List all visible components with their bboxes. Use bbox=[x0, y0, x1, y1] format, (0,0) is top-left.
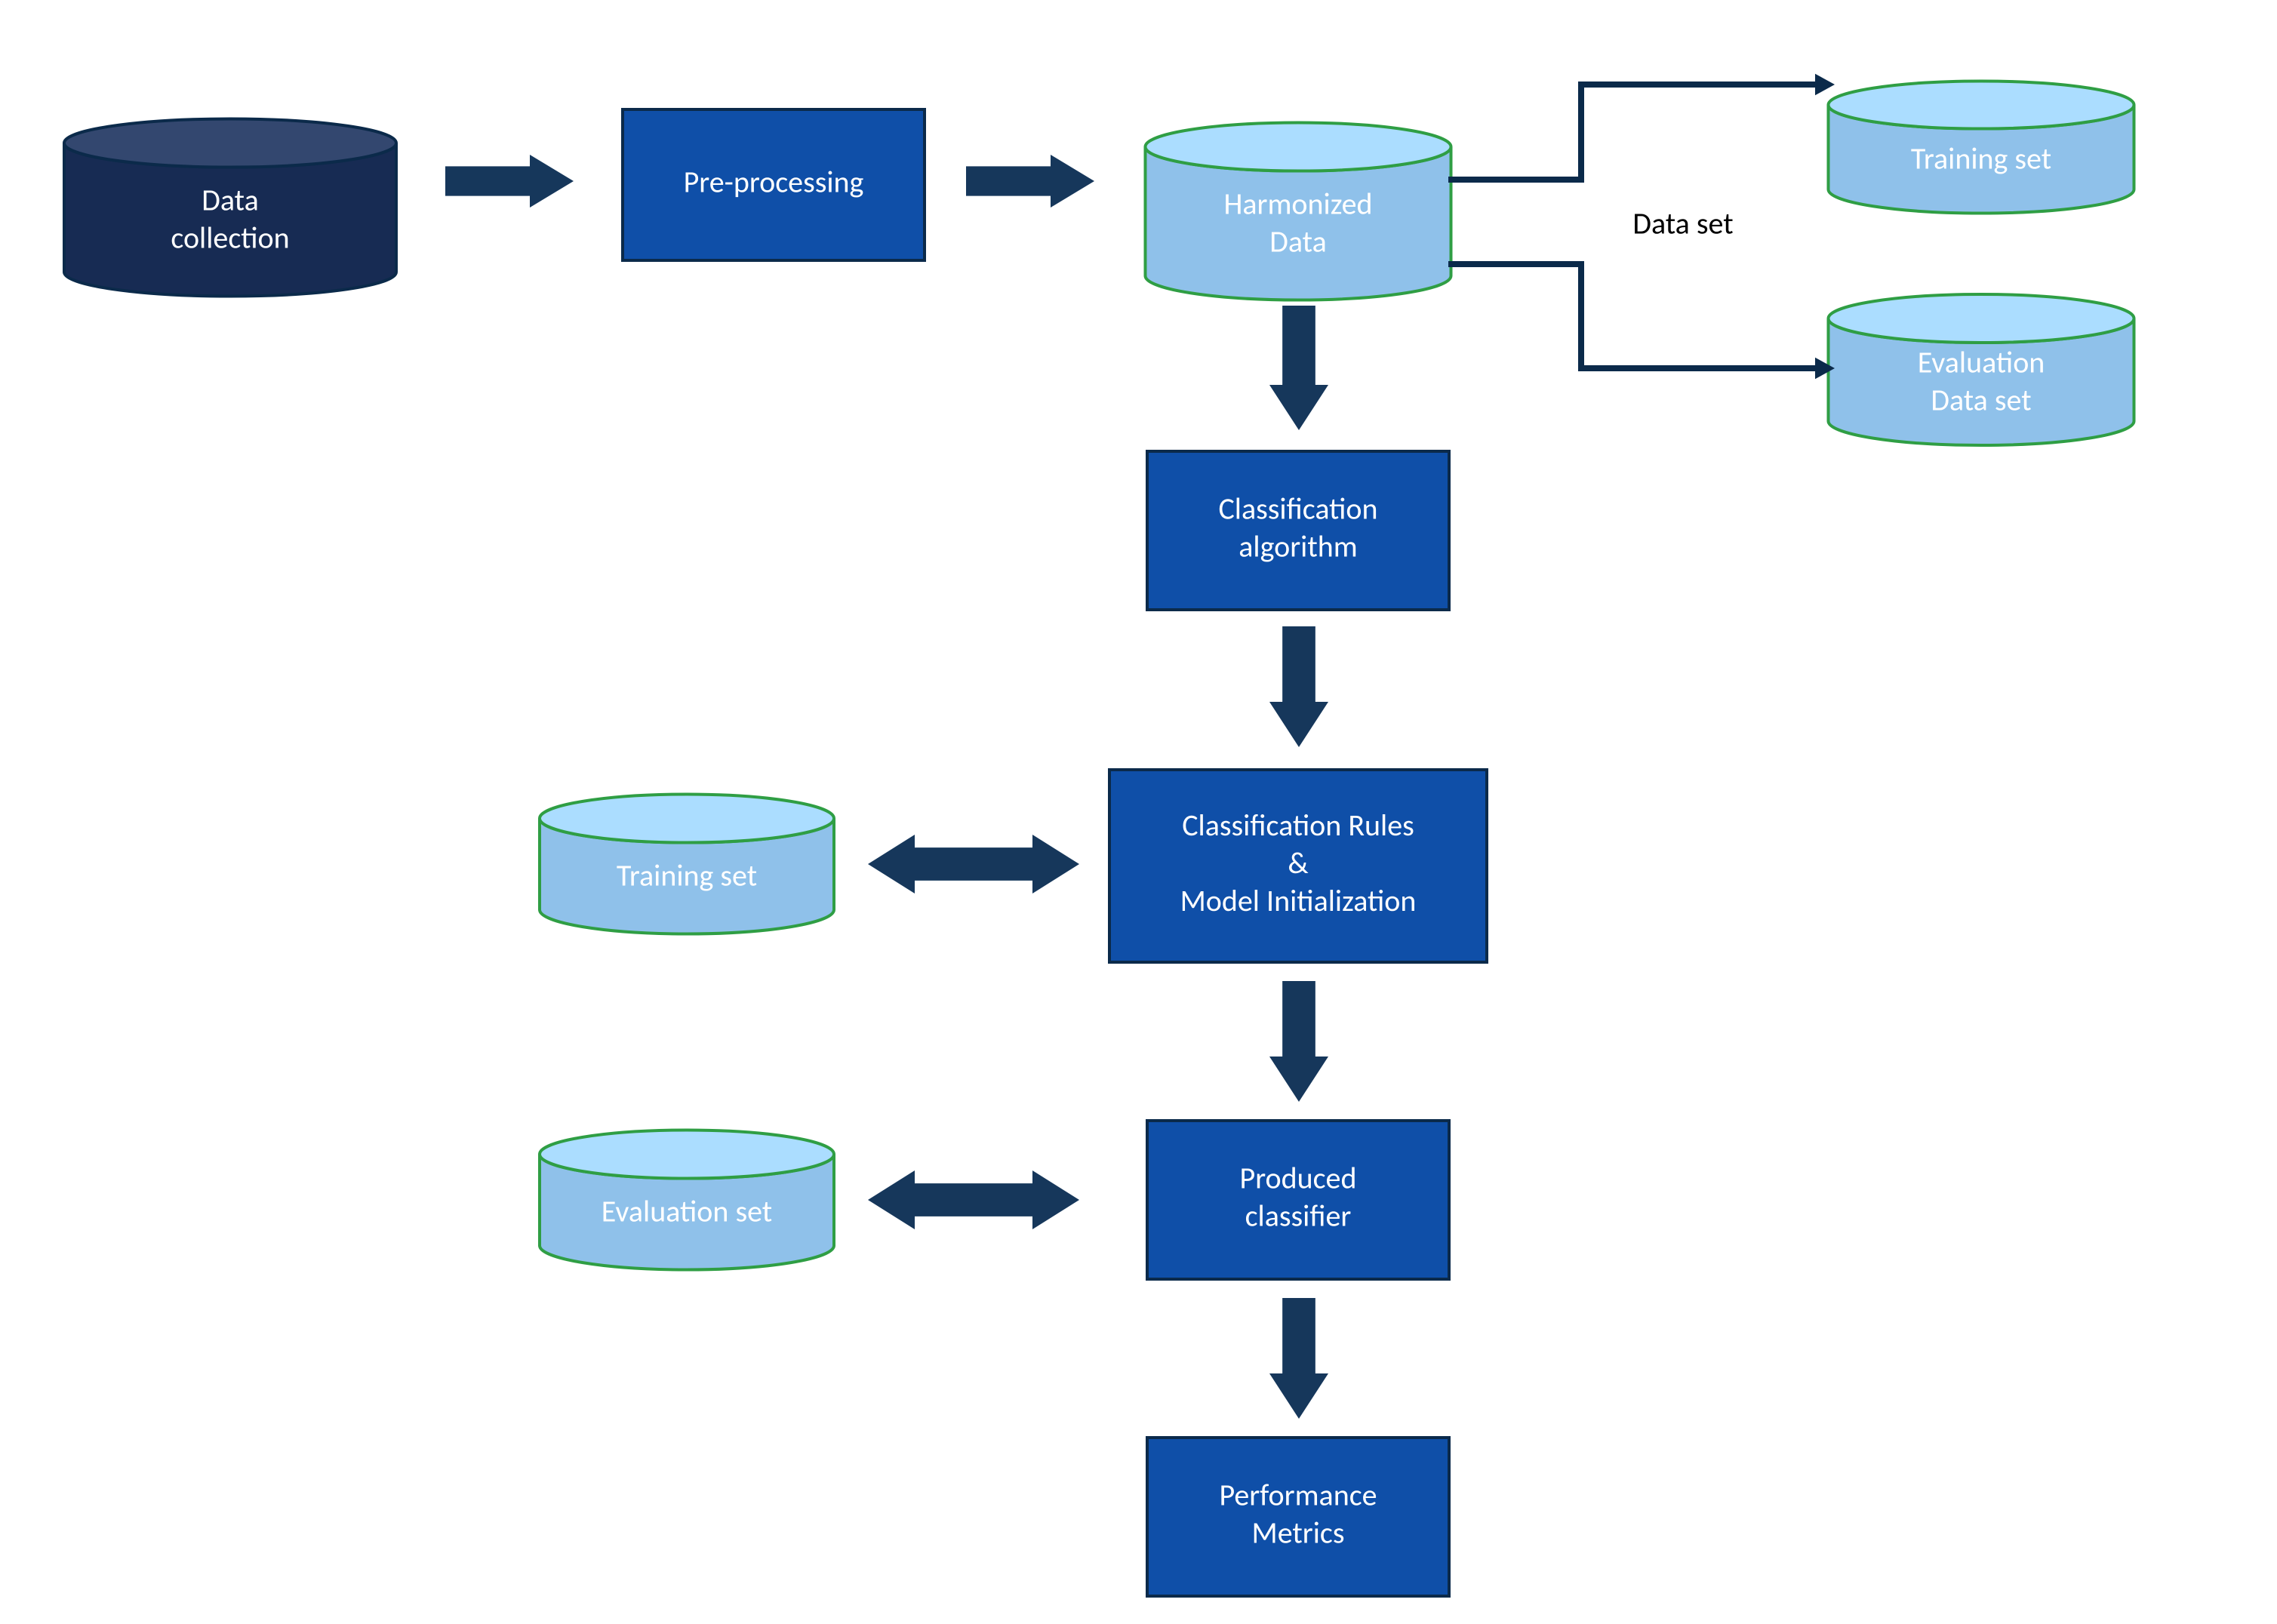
rules-label: Classification Rules bbox=[1182, 807, 1414, 844]
evaluation_top-label: Evaluation bbox=[1918, 344, 2045, 381]
class_algo-label: algorithm bbox=[1239, 528, 1357, 565]
training_left: Training set bbox=[540, 795, 834, 934]
data_collection-label: collection bbox=[171, 220, 289, 257]
metrics-label: Metrics bbox=[1252, 1515, 1345, 1552]
arrow-harm-to-algo bbox=[1269, 306, 1328, 430]
produced-label: Produced bbox=[1240, 1160, 1357, 1197]
data_collection: Datacollection bbox=[64, 119, 396, 297]
rules: Classification Rules&Model Initializatio… bbox=[1109, 770, 1487, 962]
rules-label: & bbox=[1288, 844, 1309, 881]
harmonized-label: Data bbox=[1269, 223, 1326, 260]
arrow-pre-to-harm bbox=[966, 155, 1094, 208]
arrow-algo-to-rules bbox=[1269, 626, 1328, 747]
data-set-label: Data set bbox=[1632, 205, 1733, 242]
evaluation_top-label: Data set bbox=[1931, 382, 2031, 419]
class_algo-label: Classification bbox=[1218, 491, 1377, 527]
arrow-training-rules bbox=[868, 835, 1079, 894]
data_collection-label: Data bbox=[202, 182, 258, 219]
metrics-label: Performance bbox=[1219, 1477, 1377, 1514]
training_top-label: Training set bbox=[1911, 140, 2051, 177]
arrow-rules-to-prod bbox=[1269, 981, 1328, 1102]
produced: Producedclassifier bbox=[1147, 1121, 1449, 1279]
arrow-evaluation-prod bbox=[868, 1170, 1079, 1229]
harmonized: HarmonizedData bbox=[1146, 123, 1451, 300]
pre_processing: Pre-processing bbox=[623, 109, 925, 260]
metrics: PerformanceMetrics bbox=[1147, 1438, 1449, 1596]
produced-label: classifier bbox=[1245, 1198, 1352, 1235]
harmonized-label: Harmonized bbox=[1223, 186, 1372, 223]
pre_processing-label: Pre-processing bbox=[684, 164, 864, 201]
evaluation_top: EvaluationData set bbox=[1829, 294, 2134, 445]
class_algo: Classificationalgorithm bbox=[1147, 451, 1449, 610]
evaluation_left-label: Evaluation set bbox=[602, 1193, 772, 1230]
arrow-collect-to-pre bbox=[445, 155, 574, 208]
training_left-label: Training set bbox=[617, 857, 757, 894]
arrow-prod-to-metrics bbox=[1269, 1298, 1328, 1419]
training_top: Training set bbox=[1829, 82, 2134, 214]
data-split-bracket: Data set bbox=[1451, 74, 1835, 380]
evaluation_left: Evaluation set bbox=[540, 1130, 834, 1270]
rules-label: Model Initialization bbox=[1180, 882, 1417, 919]
